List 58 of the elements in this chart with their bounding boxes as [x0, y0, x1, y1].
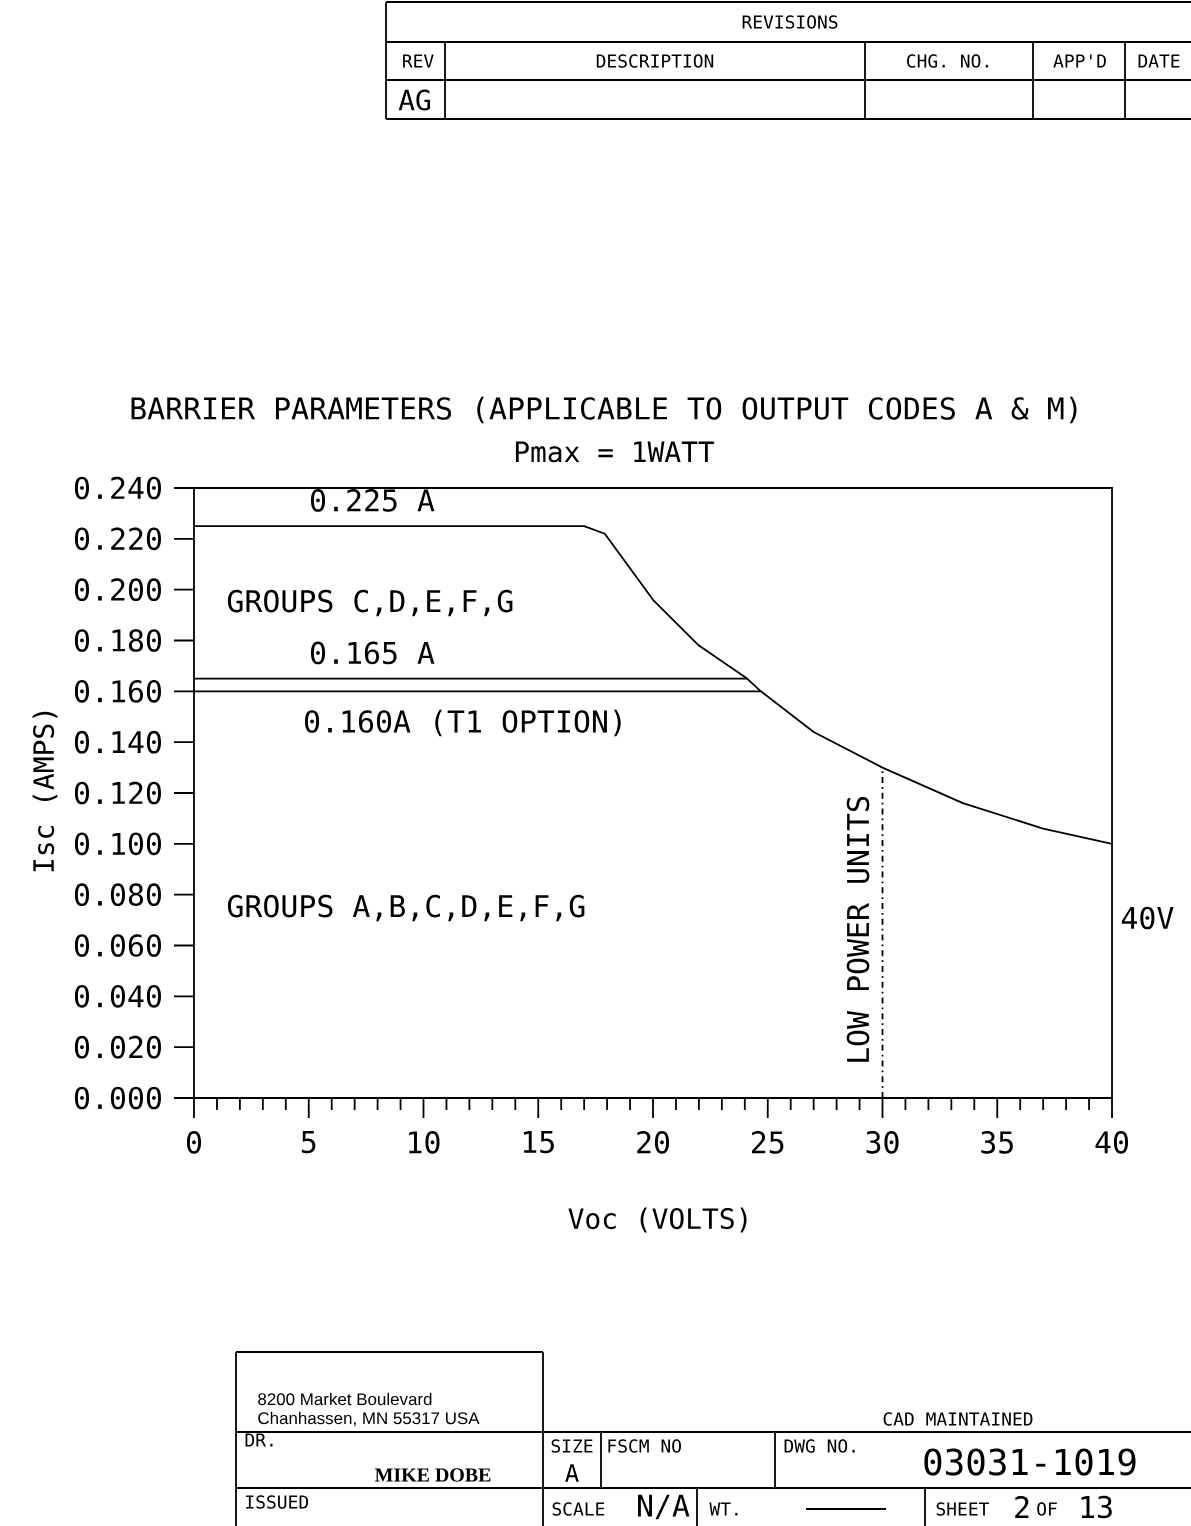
y-tick-label: 0.000 — [74, 1086, 161, 1110]
annotation: GROUPS A,B,C,D,E,F,G — [227, 894, 585, 922]
y-tick-label: 0.180 — [74, 629, 161, 652]
y-tick-label: 0.220 — [74, 527, 161, 551]
x-tick-label: 15 — [523, 1131, 554, 1154]
text: N/A — [638, 1494, 690, 1520]
x-tick-label: 10 — [409, 1131, 440, 1154]
y-tick-label: 0.100 — [74, 832, 161, 856]
y-tick-label: 0.020 — [74, 1035, 161, 1059]
y-tick-label: 0.240 — [74, 476, 161, 500]
y-tick-label: 0.040 — [74, 985, 161, 1008]
text: 8200 Market Boulevard — [258, 1392, 432, 1406]
text: REVISIONS — [742, 15, 838, 29]
text: MIKE DOBE — [374, 1468, 491, 1482]
text: FSCM NO — [608, 1439, 681, 1453]
x-tick-label: 5 — [301, 1131, 316, 1154]
text: OF — [1037, 1502, 1057, 1516]
text: SCALE — [552, 1502, 605, 1516]
text: REV — [403, 54, 434, 68]
text: AG — [398, 89, 431, 111]
text: Chanhassen, MN 55317 USA — [258, 1411, 480, 1427]
y-tick-label: 0.160 — [74, 680, 161, 703]
text: ISSUED — [246, 1495, 309, 1509]
x-tick-label: 40 — [1095, 1131, 1129, 1154]
annotation: 0.165 A — [310, 641, 435, 665]
x-tick-label: 25 — [751, 1131, 784, 1154]
text: CAD MAINTAINED — [883, 1412, 1033, 1426]
text: 40V — [1121, 906, 1174, 930]
text: 03031-1019 — [924, 1448, 1136, 1476]
annotation: 0.225 A — [310, 489, 435, 512]
y-tick-label: 0.200 — [74, 578, 161, 601]
text: SHEET — [936, 1502, 989, 1516]
y-tick-label: 0.060 — [74, 934, 161, 957]
y-tick-label: 0.080 — [74, 883, 161, 906]
x-tick-label: 20 — [637, 1131, 670, 1154]
x-tick-label: 0 — [186, 1131, 202, 1154]
text: 2 — [1015, 1495, 1029, 1519]
text: DESCRIPTION — [596, 54, 714, 68]
text: 13 — [1081, 1495, 1112, 1519]
annotation: 0.160A (T1 OPTION) — [304, 709, 621, 737]
text: APP'D — [1053, 54, 1106, 68]
text: SIZE — [551, 1439, 593, 1453]
y-tick-label: 0.140 — [74, 730, 161, 754]
text: A — [565, 1464, 579, 1482]
x-tick-label: 35 — [981, 1131, 1013, 1154]
y-tick-label: 0.120 — [74, 781, 161, 805]
annotation: GROUPS C,D,E,F,G — [227, 589, 513, 617]
x-axis-title: Voc (VOLTS) — [568, 1207, 747, 1233]
x-tick-label: 30 — [866, 1131, 899, 1154]
text: DATE — [1138, 54, 1180, 68]
text: WT. — [709, 1502, 738, 1516]
y-axis-title: Isc (AMPS) — [32, 711, 58, 872]
text: DR. — [245, 1433, 273, 1447]
chart-title: BARRIER PARAMETERS (APPLICABLE TO OUTPUT CODES A & M) — [131, 396, 1077, 424]
text: CHG. NO. — [907, 54, 988, 68]
annotation: LOW POWER UNITS — [846, 797, 870, 1062]
chart-subtitle: Pmax = 1WATT — [515, 441, 715, 463]
text: DWG NO. — [784, 1439, 855, 1453]
